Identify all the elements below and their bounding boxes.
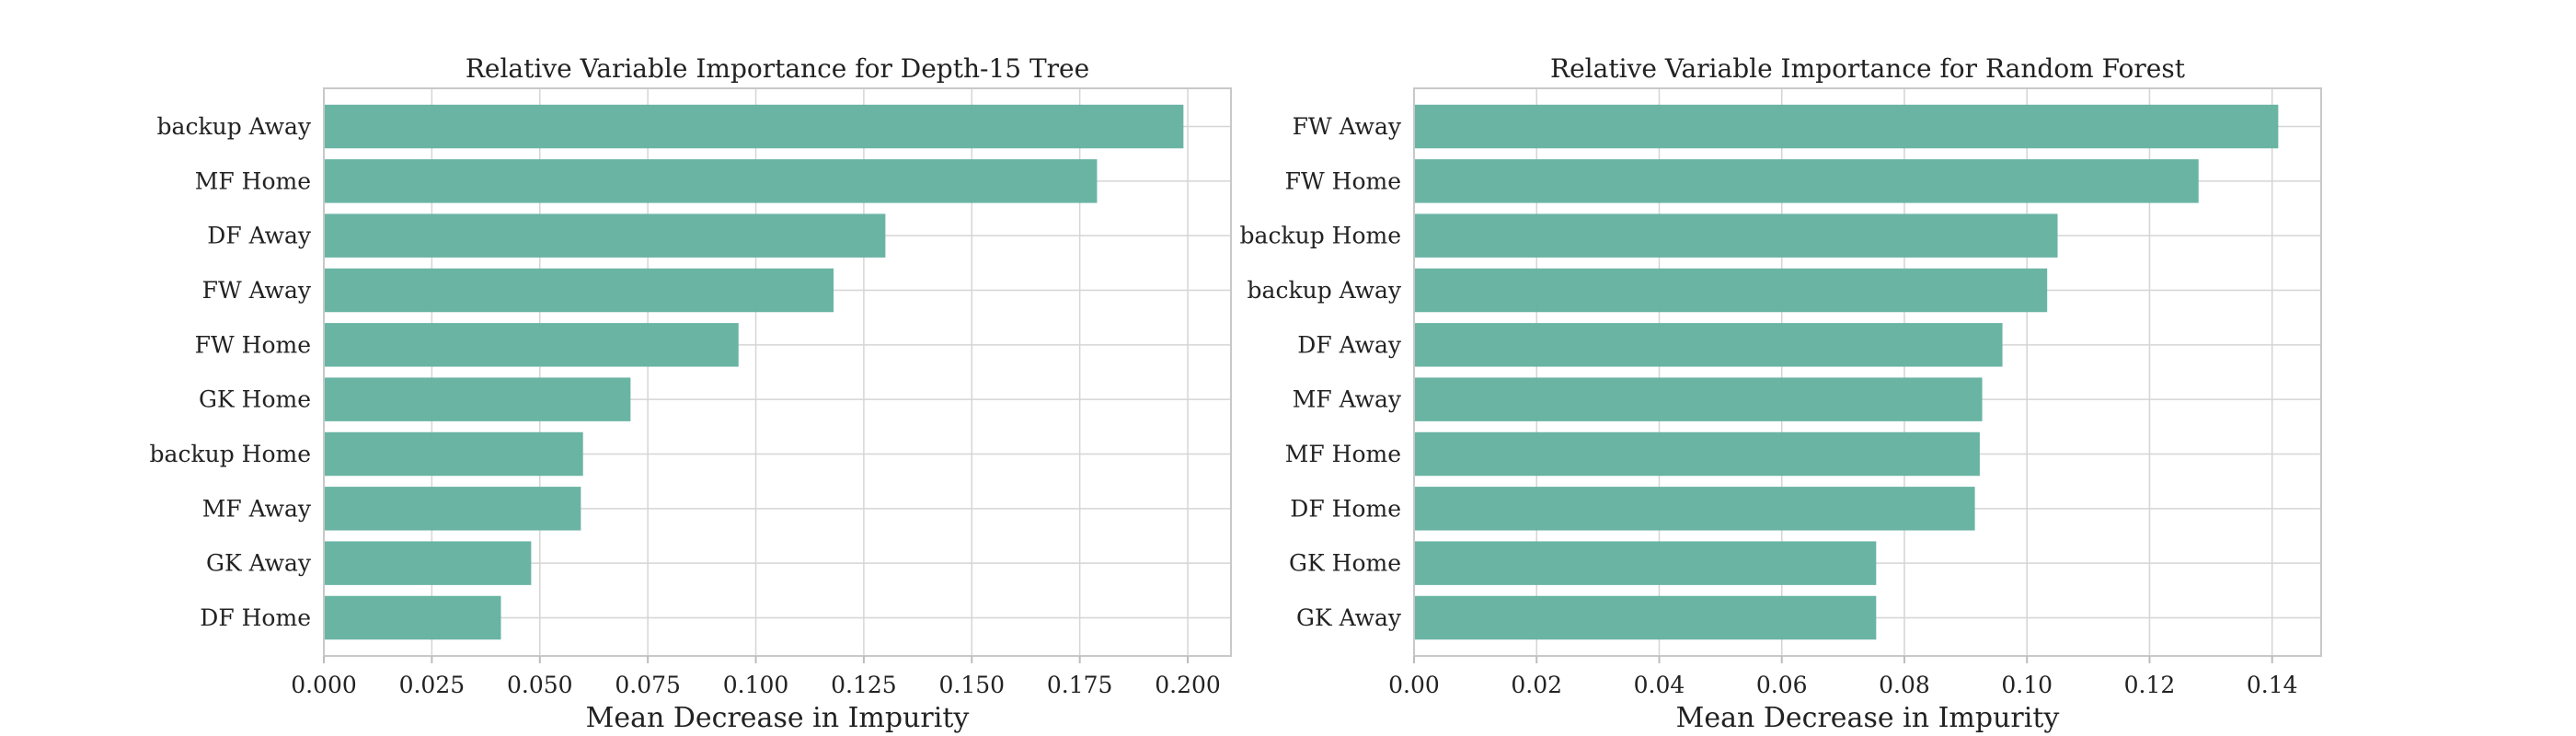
bar xyxy=(1414,595,1877,640)
y-tick-label: FW Away xyxy=(1293,113,1402,140)
bar xyxy=(324,431,583,477)
bar xyxy=(324,268,834,313)
x-tick-label: 0.14 xyxy=(2247,672,2298,698)
chart-title: Relative Variable Importance for Random … xyxy=(1550,53,2186,84)
x-tick-label: 0.075 xyxy=(615,672,681,698)
x-tick-label: 0.175 xyxy=(1047,672,1113,698)
y-tick-label: MF Home xyxy=(1285,441,1401,467)
bar xyxy=(324,323,739,367)
y-tick-label: DF Home xyxy=(1290,495,1401,522)
x-tick-label: 0.12 xyxy=(2124,672,2176,698)
y-tick-label: DF Away xyxy=(207,223,312,249)
y-tick-label: DF Away xyxy=(1297,331,1402,358)
x-tick-label: 0.02 xyxy=(1511,672,1562,698)
y-tick-label: backup Home xyxy=(1240,223,1401,249)
x-axis-label: Mean Decrease in Impurity xyxy=(1676,702,2060,734)
y-tick-label: GK Home xyxy=(199,386,311,413)
bar xyxy=(324,595,501,640)
x-tick-label: 0.150 xyxy=(938,672,1005,698)
x-tick-label: 0.000 xyxy=(291,672,357,698)
x-tick-label: 0.04 xyxy=(1634,672,1685,698)
x-tick-label: 0.200 xyxy=(1155,672,1221,698)
x-tick-label: 0.08 xyxy=(1879,672,1930,698)
bar xyxy=(324,104,1184,149)
bar xyxy=(1414,159,2199,203)
y-tick-label: FW Home xyxy=(1285,167,1401,194)
y-tick-label: backup Away xyxy=(157,113,312,140)
bar xyxy=(324,159,1098,203)
y-tick-label: MF Away xyxy=(1293,386,1402,413)
y-tick-label: GK Away xyxy=(206,550,312,577)
x-tick-label: 0.125 xyxy=(831,672,897,698)
y-tick-label: GK Home xyxy=(1289,550,1401,577)
plot-frame xyxy=(1413,87,2322,657)
plot-frame xyxy=(323,87,1232,657)
y-tick-label: MF Home xyxy=(195,167,311,194)
bar xyxy=(1414,268,2048,313)
y-tick-label: DF Home xyxy=(200,604,311,631)
x-tick-label: 0.050 xyxy=(507,672,573,698)
x-tick-label: 0.100 xyxy=(723,672,789,698)
bar xyxy=(1414,541,1877,585)
x-tick-label: 0.00 xyxy=(1388,672,1440,698)
bar xyxy=(1414,377,1983,421)
y-tick-label: backup Away xyxy=(1248,277,1402,304)
y-tick-label: FW Home xyxy=(195,331,311,358)
y-tick-label: GK Away xyxy=(1296,604,1402,631)
y-tick-label: backup Home xyxy=(150,441,311,467)
chart-title: Relative Variable Importance for Depth-1… xyxy=(466,53,1089,84)
bar xyxy=(324,487,581,531)
bar xyxy=(1414,431,1980,477)
x-tick-label: 0.025 xyxy=(399,672,466,698)
bar xyxy=(1414,487,1975,531)
chart-panel-depth15-tree: backup Away MF Home DF Away FW Away FW Home G… xyxy=(150,53,1232,734)
y-tick-label: MF Away xyxy=(202,495,312,522)
bar xyxy=(1414,213,2058,258)
bar xyxy=(324,213,886,258)
y-tick-label: FW Away xyxy=(202,277,312,304)
bar xyxy=(1414,323,2003,367)
bar xyxy=(1414,104,2279,149)
x-tick-label: 0.06 xyxy=(1756,672,1808,698)
x-tick-label: 0.10 xyxy=(2001,672,2053,698)
x-axis-label: Mean Decrease in Impurity xyxy=(586,702,970,734)
chart-panel-random-forest: FW Away FW Home backup Home backup Away DF A… xyxy=(1240,53,2322,734)
bar xyxy=(324,541,532,585)
bar xyxy=(324,377,631,421)
